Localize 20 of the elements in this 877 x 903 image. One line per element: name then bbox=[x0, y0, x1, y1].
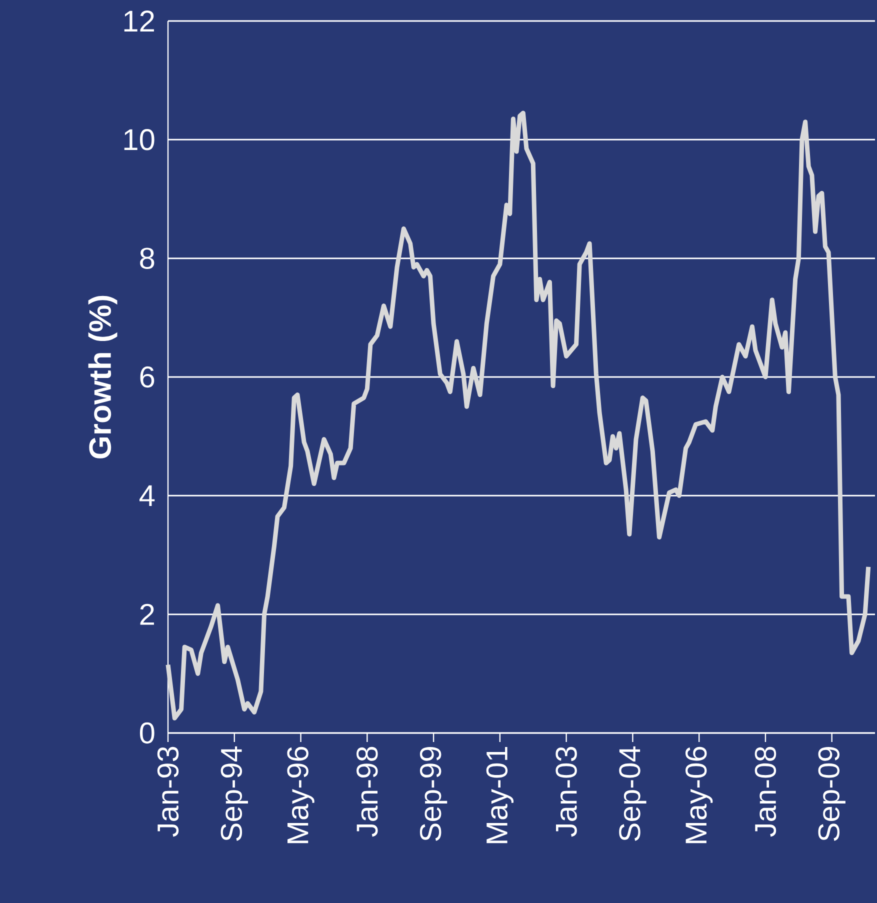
y-tick-label: 12 bbox=[124, 10, 154, 32]
x-tick-label: May-06 bbox=[685, 746, 713, 844]
line-series bbox=[166, 110, 871, 720]
x-tick-label: Jan-03 bbox=[556, 746, 577, 837]
x-tick-label: Jan-08 bbox=[754, 746, 776, 837]
y-tick-label: 2 bbox=[140, 604, 154, 625]
y-tick-label: 4 bbox=[139, 485, 155, 506]
x-tick-label: Sep-04 bbox=[619, 746, 646, 841]
y-axis-title: Growth (%) bbox=[88, 296, 118, 458]
x-tick-label: Sep-09 bbox=[818, 746, 846, 841]
x-tick-label: May-96 bbox=[287, 746, 314, 844]
x-tick-label: Jan-93 bbox=[157, 746, 179, 837]
y-tick-label: 8 bbox=[140, 248, 154, 269]
x-tick-label: Sep-94 bbox=[220, 746, 248, 841]
y-tick-label: 10 bbox=[124, 129, 154, 150]
x-tick-label: Jan-98 bbox=[356, 746, 378, 837]
y-tick-label: 0 bbox=[140, 722, 154, 744]
x-tick-label: Sep-99 bbox=[420, 746, 448, 841]
x-tick-label: May-01 bbox=[486, 746, 514, 844]
y-tick-label: 6 bbox=[140, 366, 154, 388]
